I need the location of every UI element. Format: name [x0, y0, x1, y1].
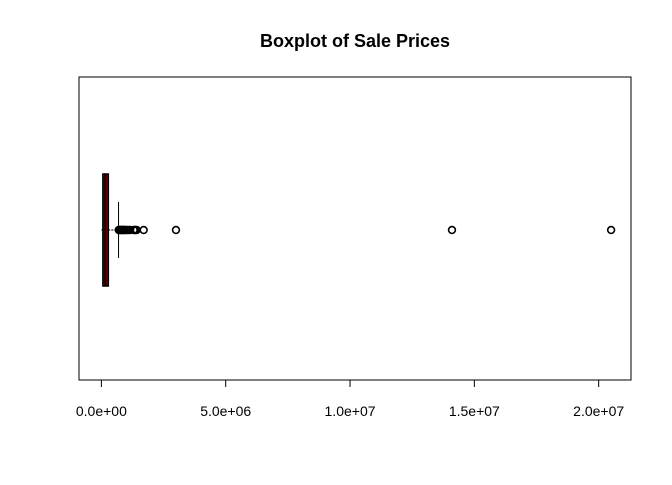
x-tick-label: 5.0e+06 [200, 403, 251, 419]
x-tick-label: 1.0e+07 [325, 403, 376, 419]
plot-frame [78, 76, 632, 381]
outlier-point [171, 225, 181, 235]
x-tick-label: 2.0e+07 [573, 403, 624, 419]
outlier-point [139, 225, 148, 235]
chart-title: Boxplot of Sale Prices [260, 31, 450, 51]
x-axis: 0.0e+00 5.0e+06 1.0e+07 1.5e+07 2.0e+07 [76, 379, 624, 419]
x-tick-label: 1.5e+07 [449, 403, 500, 419]
outlier-points [114, 225, 616, 235]
x-tick-label: 0.0e+00 [76, 403, 127, 419]
boxplot-box-group [101, 173, 120, 287]
outlier-point [606, 225, 616, 235]
outlier-point [447, 225, 457, 235]
